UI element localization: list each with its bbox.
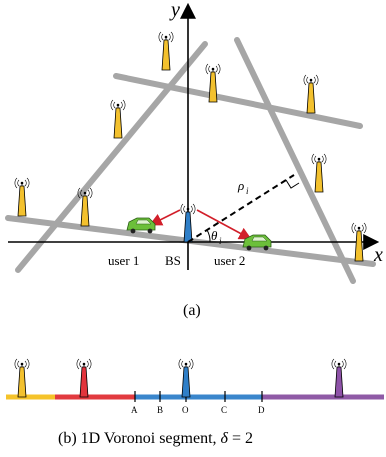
arrow-to-user2 — [196, 209, 252, 240]
boundary-line-2 — [113, 73, 363, 129]
rho-line — [187, 174, 295, 243]
rho-label: ρ — [237, 178, 244, 193]
cell-tower-icon — [178, 358, 194, 398]
user1-label: user 1 — [108, 253, 139, 268]
theta-label: θ — [211, 228, 218, 243]
x-axis-label: x — [373, 244, 383, 266]
rho-subscript: i — [246, 186, 249, 196]
car-icon — [126, 217, 156, 234]
caption-a: (a) — [183, 302, 201, 319]
cell-tower-icon — [14, 177, 30, 217]
user2-label: user 2 — [214, 253, 245, 268]
right-angle-mark — [285, 179, 300, 189]
y-axis-label: y — [169, 0, 180, 21]
point-label-B: B — [157, 405, 163, 415]
cell-tower-icon — [331, 358, 347, 398]
cell-tower-icon — [110, 99, 126, 139]
cell-tower-icon — [14, 358, 30, 398]
voronoi-segment: A B O C D — [6, 358, 384, 415]
point-label-D: D — [258, 405, 265, 415]
point-label-O: O — [182, 405, 189, 415]
theta-subscript: i — [219, 236, 222, 246]
users: user 1 BS user 2 — [108, 209, 272, 268]
cell-tower-icon — [76, 358, 92, 398]
rho-construction: ρ i θ i — [187, 174, 300, 246]
caption-b-delta: δ — [221, 430, 229, 447]
point-label-C: C — [221, 405, 227, 415]
boundary-line-1 — [15, 41, 208, 273]
boundary-line-3 — [234, 37, 356, 284]
bs-label: BS — [165, 253, 181, 268]
voronoi-boundaries — [5, 37, 376, 284]
arrow-to-user1 — [149, 209, 181, 226]
caption-b: (b) 1D Voronoi segment, δ = 2 — [58, 430, 253, 447]
theta-arc — [206, 229, 211, 243]
point-label-A: A — [131, 405, 138, 415]
cell-tower-icon — [158, 31, 174, 71]
cell-tower-icon — [311, 153, 327, 193]
caption-b-suffix: = 2 — [228, 430, 253, 447]
cell-tower-icon — [303, 74, 319, 114]
caption-b-prefix: (b) 1D Voronoi segment, — [58, 430, 221, 447]
cell-tower-icon — [180, 203, 196, 243]
